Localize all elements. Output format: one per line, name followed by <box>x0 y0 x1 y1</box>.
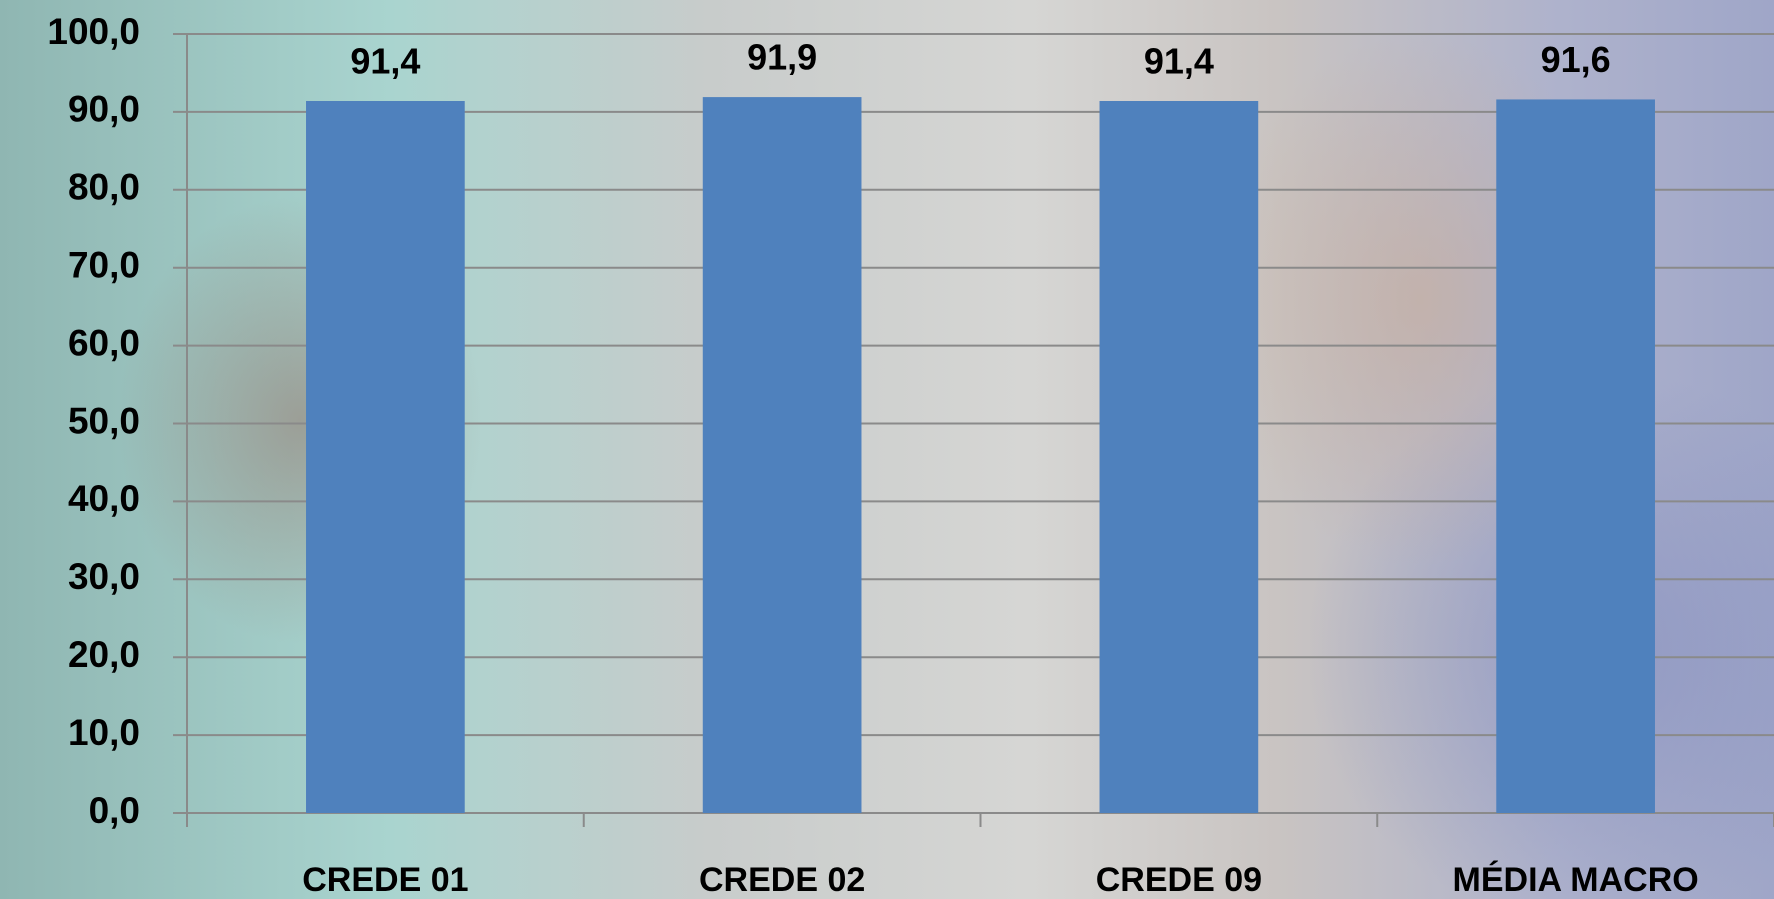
x-tick-label: CREDE 01 <box>302 861 468 899</box>
value-label: 91,4 <box>350 41 420 82</box>
y-tick-label: 50,0 <box>68 400 140 441</box>
chart-background: 0,0 10,0 20,0 30,0 40,0 50,0 60,0 70,0 80,0 90,0 1… <box>0 0 1774 899</box>
bar <box>1100 101 1259 813</box>
x-tick-label: CREDE 09 <box>1096 861 1262 899</box>
x-tick-label: MÉDIA MACRO <box>1453 861 1699 899</box>
bar <box>703 97 862 813</box>
y-tick-label: 20,0 <box>68 634 140 675</box>
y-tick-label: 40,0 <box>68 478 140 519</box>
y-tick-label: 0,0 <box>89 790 140 831</box>
y-tick-label: 90,0 <box>68 89 140 130</box>
y-tick-label: 30,0 <box>68 556 140 597</box>
bar <box>1496 99 1655 813</box>
x-tick-label: CREDE 02 <box>699 861 865 899</box>
y-tick-label: 80,0 <box>68 167 140 208</box>
bar <box>306 101 465 813</box>
value-label: 91,6 <box>1541 39 1611 80</box>
y-tick-label: 100,0 <box>47 11 140 52</box>
value-label: 91,9 <box>747 37 817 78</box>
y-tick-label: 60,0 <box>68 322 140 363</box>
chart: 0,0 10,0 20,0 30,0 40,0 50,0 60,0 70,0 80,0 90,0 1… <box>0 0 1774 899</box>
y-tick-label: 70,0 <box>68 244 140 285</box>
y-tick-label: 10,0 <box>68 712 140 753</box>
value-label: 91,4 <box>1144 41 1214 82</box>
